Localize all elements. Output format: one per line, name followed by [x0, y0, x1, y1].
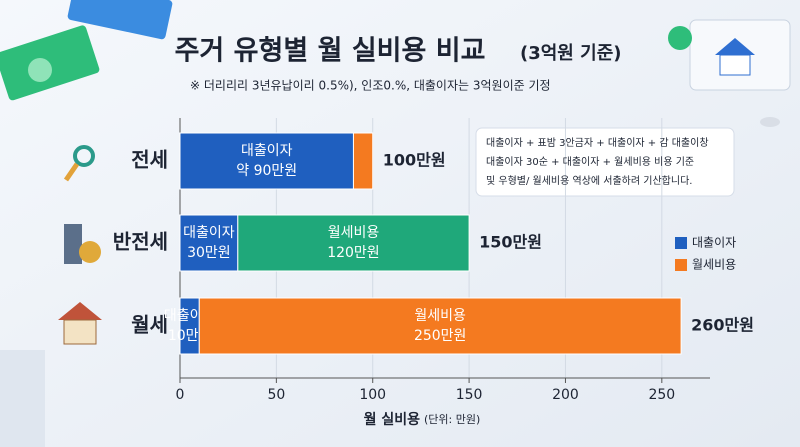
total-label: 150만원 [479, 233, 542, 252]
legend-label: 월세비용 [692, 258, 736, 272]
data-label: 120만원 [327, 245, 379, 261]
legend-label: 대출이자 [692, 236, 736, 250]
x-tick-label: 50 [267, 387, 285, 403]
bar-segment [179, 214, 239, 272]
annotation-line: 대출이자 30순 + 대출이자 + 월세비용 비용 기준 [486, 156, 694, 168]
annotation-line: 및 우형별/ 월세비용 역상에 서출하려 기산합니다. [486, 174, 692, 187]
bar-segment [198, 297, 682, 355]
category-label: 반전세 [113, 230, 168, 254]
chart-title-suffix: (3억원 기준) [520, 43, 621, 64]
segment-name: 월세비용 [414, 308, 466, 324]
category-label: 월세 [131, 313, 168, 337]
x-tick-label: 150 [456, 387, 483, 403]
bar-segment [352, 132, 374, 190]
bar-segment [179, 297, 200, 355]
bar-segment [237, 214, 470, 272]
total-label: 100만원 [383, 151, 446, 170]
total-label: 260만원 [691, 316, 754, 335]
annotation-line: 대출이자 + 표밤 3안금자 + 대출이자 + 감 대출이창 [486, 137, 709, 149]
annotation-box [475, 127, 735, 197]
data-label: 250만원 [414, 328, 466, 344]
segment-name: 대출이자 [183, 225, 235, 241]
legend-swatch [675, 259, 687, 271]
segment-name: 대출이자 [241, 143, 293, 159]
segment-name: 월세비용 [328, 225, 380, 241]
x-axis-label: 월 실비용 [364, 411, 421, 428]
bar-segment [179, 132, 354, 190]
chart-title: 주거 유형별 월 실비용 비교 [175, 36, 486, 67]
x-tick-label: 200 [552, 387, 579, 403]
x-axis-unit: (단위: 만원) [424, 413, 480, 426]
data-label: 약 90만원 [236, 163, 297, 179]
chart-subtitle: ※ 더리리리 3년유납이리 0.5%), 인조0.%, 대출이자는 3억원이준 … [190, 79, 551, 93]
x-tick-label: 100 [359, 387, 386, 403]
x-tick-label: 250 [648, 387, 675, 403]
x-tick-label: 0 [176, 387, 185, 403]
category-label: 전세 [131, 148, 168, 172]
data-label: 30만원 [187, 245, 231, 261]
legend-swatch [675, 237, 687, 249]
